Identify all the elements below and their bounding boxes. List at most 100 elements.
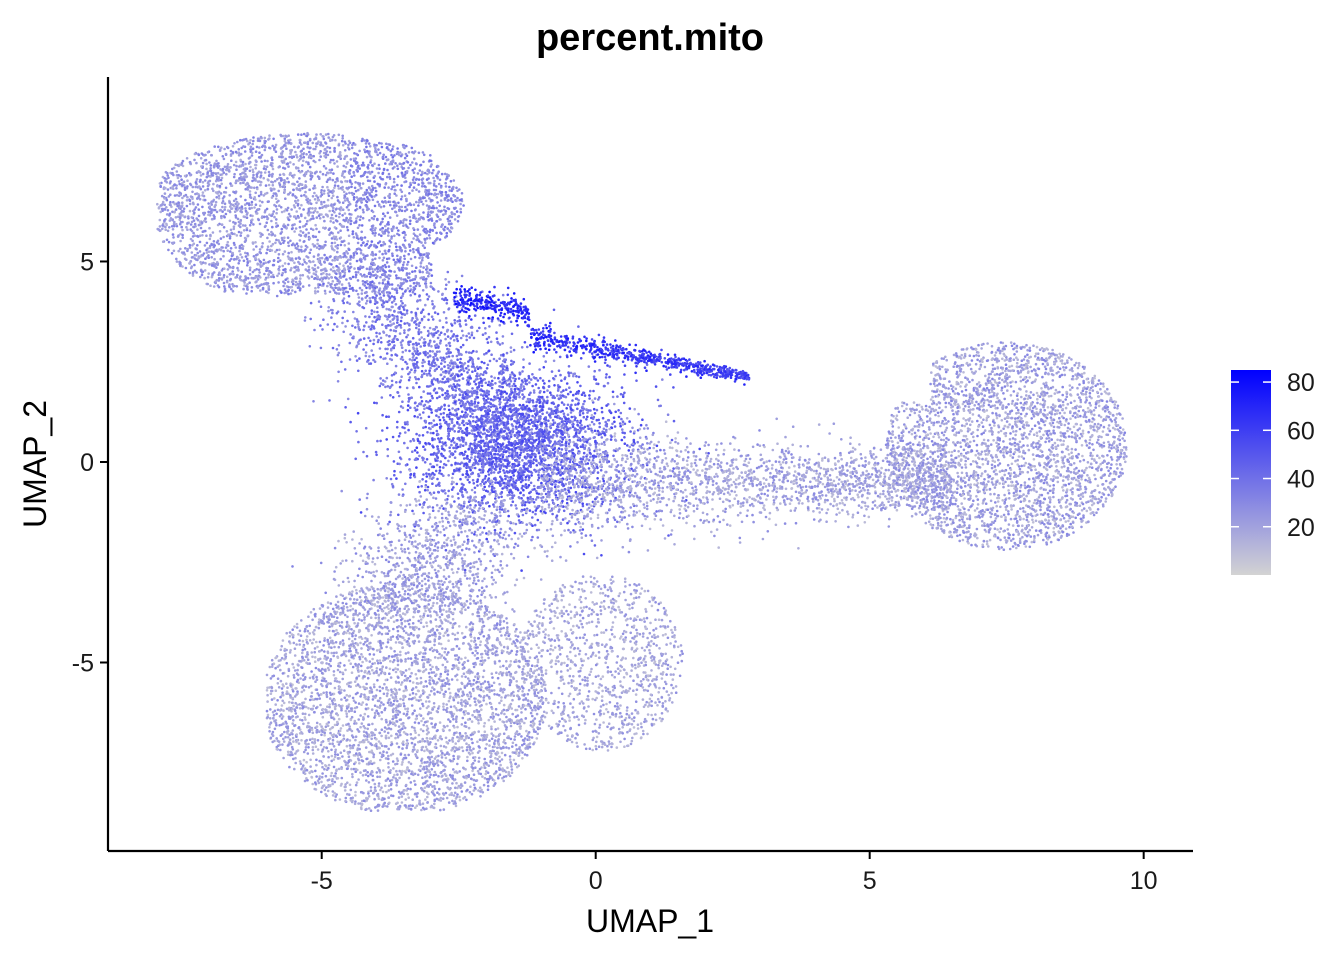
- scatter-point: [360, 230, 364, 234]
- scatter-point: [298, 280, 302, 283]
- scatter-point: [395, 248, 399, 252]
- scatter-point: [405, 208, 409, 211]
- scatter-point: [443, 172, 447, 176]
- scatter-point: [435, 220, 438, 223]
- scatter-point: [432, 419, 436, 422]
- scatter-point: [175, 260, 179, 263]
- scatter-point: [210, 203, 213, 206]
- scatter-point: [439, 218, 442, 221]
- scatter-point: [182, 251, 186, 254]
- scatter-point: [353, 317, 357, 320]
- scatter-point: [295, 167, 298, 170]
- scatter-point: [398, 385, 402, 389]
- scatter-point: [349, 262, 352, 266]
- scatter-point: [259, 289, 262, 292]
- scatter-point: [258, 271, 261, 274]
- scatter-point: [400, 266, 404, 270]
- scatter-point: [227, 168, 231, 172]
- scatter-point: [505, 432, 509, 436]
- scatter-point: [201, 161, 205, 165]
- scatter-point: [459, 357, 462, 361]
- scatter-point: [399, 379, 403, 382]
- scatter-point: [352, 236, 356, 239]
- scatter-point: [413, 150, 417, 153]
- scatter-point: [286, 280, 290, 284]
- scatter-point: [418, 338, 422, 341]
- scatter-point: [419, 261, 423, 264]
- scatter-point: [247, 157, 251, 160]
- scatter-point: [375, 331, 378, 335]
- scatter-point: [283, 288, 287, 291]
- scatter-point: [364, 302, 368, 305]
- scatter-point: [424, 284, 428, 288]
- scatter-point: [385, 291, 389, 294]
- scatter-point: [457, 353, 461, 356]
- scatter-point: [396, 175, 400, 178]
- scatter-point: [420, 200, 423, 203]
- scatter-point: [334, 214, 338, 218]
- scatter-point: [194, 206, 198, 209]
- scatter-point: [443, 375, 446, 379]
- scatter-point: [374, 231, 377, 235]
- scatter-point: [294, 257, 298, 260]
- scatter-point: [448, 185, 451, 189]
- scatter-point: [265, 207, 269, 211]
- scatter-point: [453, 207, 456, 210]
- scatter-point: [359, 215, 362, 218]
- scatter-point: [346, 228, 350, 232]
- scatter-point: [427, 312, 431, 316]
- scatter-point: [261, 264, 264, 267]
- scatter-point: [353, 186, 357, 190]
- scatter-point: [181, 196, 184, 200]
- scatter-point: [407, 378, 411, 382]
- scatter-point: [202, 252, 206, 255]
- scatter-point: [396, 316, 399, 320]
- scatter-point: [418, 240, 421, 243]
- scatter-point: [486, 341, 490, 344]
- scatter-point: [278, 248, 281, 252]
- scatter-point: [445, 344, 448, 347]
- scatter-point: [398, 332, 402, 335]
- scatter-point: [483, 432, 487, 435]
- scatter-point: [424, 282, 428, 285]
- scatter-point: [179, 247, 182, 251]
- scatter-point: [509, 346, 513, 349]
- scatter-point: [309, 301, 313, 305]
- scatter-point: [367, 186, 371, 190]
- scatter-point: [242, 145, 245, 148]
- scatter-point: [392, 225, 395, 229]
- scatter-point: [361, 305, 364, 309]
- scatter-point: [263, 225, 267, 229]
- scatter-point: [170, 172, 174, 175]
- scatter-point: [439, 199, 443, 202]
- scatter-point: [175, 187, 178, 190]
- scatter-point: [287, 241, 290, 244]
- scatter-point: [259, 276, 262, 279]
- scatter-point: [326, 192, 330, 195]
- scatter-point: [358, 357, 361, 360]
- scatter-point: [396, 152, 400, 155]
- scatter-point: [161, 240, 165, 243]
- scatter-point: [366, 240, 370, 243]
- scatter-point: [449, 337, 453, 340]
- scatter-point: [390, 353, 394, 357]
- scatter-point: [470, 456, 473, 459]
- scatter-point: [349, 258, 352, 261]
- scatter-point: [310, 174, 314, 178]
- scatter-point: [304, 195, 308, 198]
- scatter-point: [343, 212, 347, 215]
- scatter-point: [395, 324, 399, 328]
- scatter-point: [381, 323, 384, 327]
- scatter-point: [377, 148, 380, 151]
- scatter-point: [368, 285, 372, 289]
- scatter-point: [374, 189, 378, 193]
- scatter-point: [369, 161, 372, 164]
- scatter-point: [304, 235, 307, 238]
- scatter-point: [352, 171, 356, 174]
- scatter-point: [276, 274, 279, 278]
- scatter-point: [267, 285, 271, 288]
- scatter-point: [257, 170, 261, 174]
- scatter-point: [377, 183, 380, 186]
- scatter-point: [220, 176, 224, 180]
- scatter-point: [438, 319, 442, 322]
